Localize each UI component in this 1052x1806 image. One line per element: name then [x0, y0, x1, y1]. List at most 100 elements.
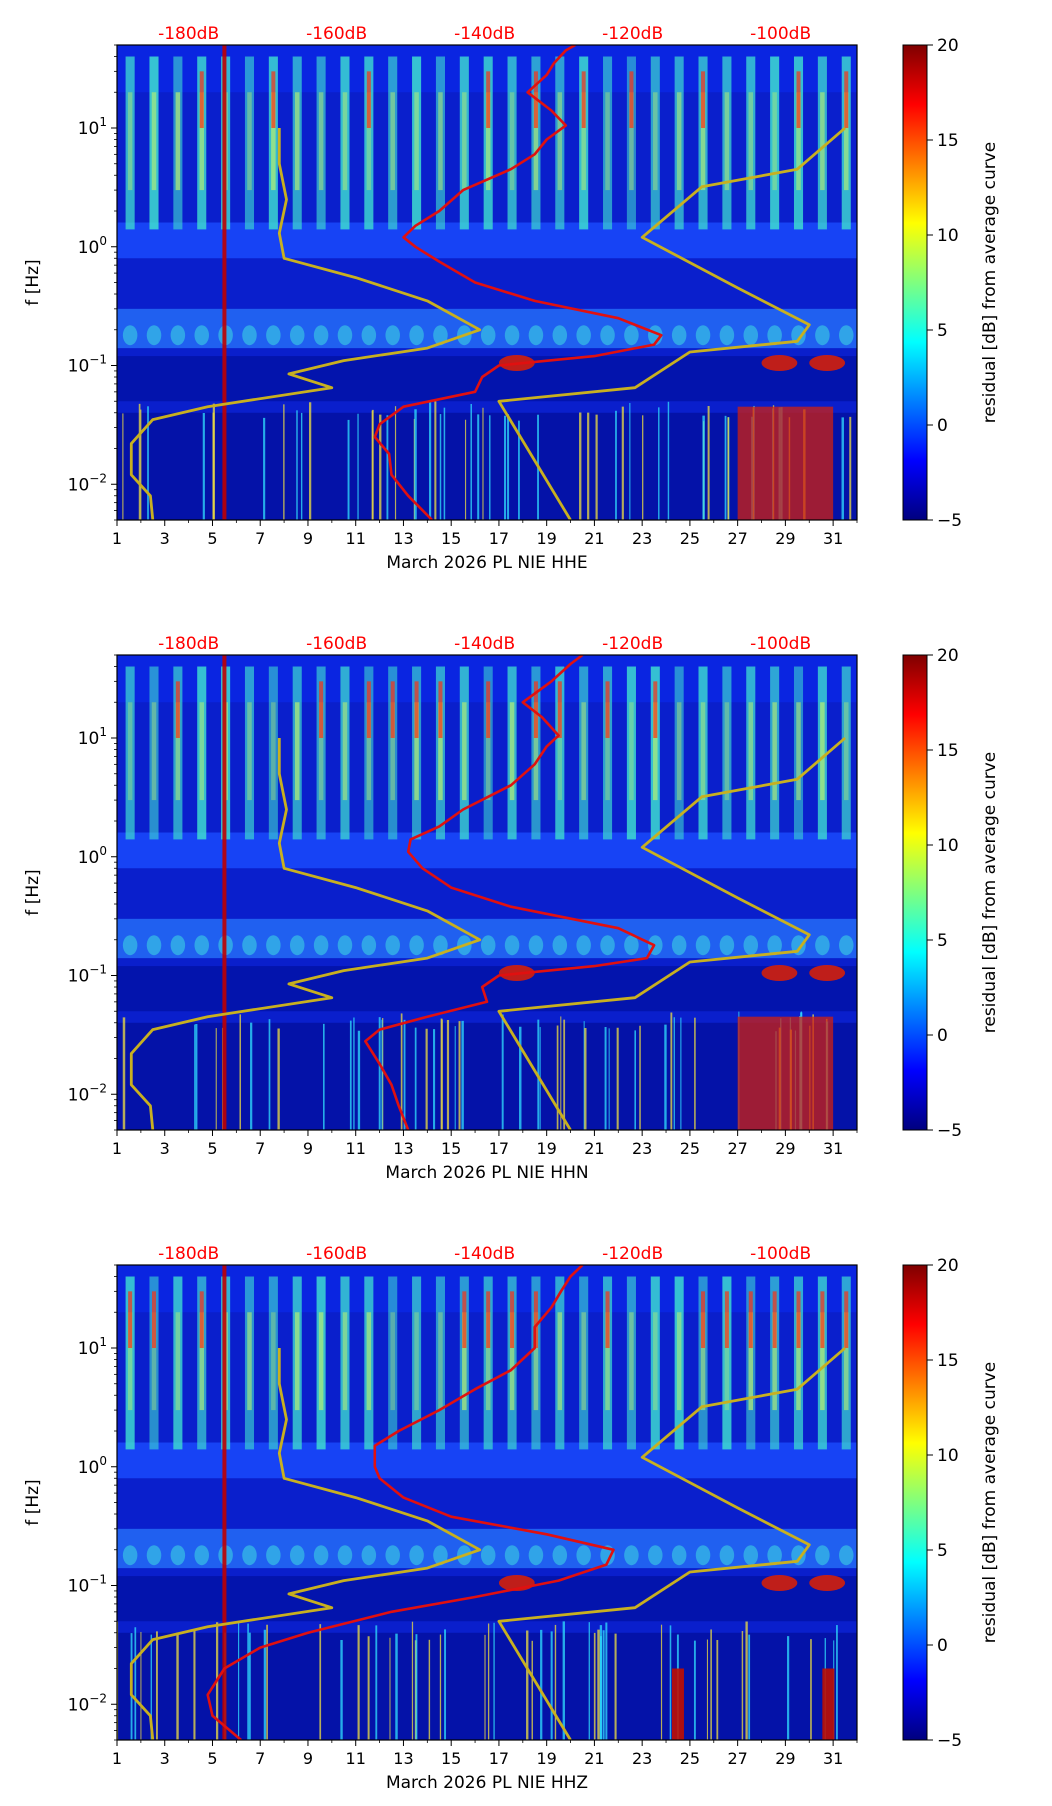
db-scale-label: -180dB [158, 634, 219, 654]
db-scale-label: -140dB [454, 1244, 515, 1264]
day-stripe [698, 666, 708, 840]
microseism-blob [695, 325, 711, 346]
day-stripe-core [796, 92, 801, 191]
x-tick-label: 9 [303, 1139, 313, 1158]
y-tick-base: 10 [78, 729, 100, 749]
day-stripe-peak [366, 71, 371, 129]
hot-patch [761, 354, 798, 371]
day-stripe [579, 1276, 589, 1450]
y-tick-label: 10−2 [68, 1081, 107, 1105]
x-tick-label: 25 [680, 1139, 700, 1158]
day-stripe-core [557, 92, 563, 191]
day-stripe-core [605, 92, 610, 191]
day-stripe [746, 56, 756, 230]
y-tick-exponent: −2 [89, 471, 107, 485]
day-stripe-core [772, 92, 777, 191]
microseism-blob [337, 935, 353, 956]
day-stripe [173, 1276, 183, 1450]
day-stripe-core [127, 92, 133, 191]
day-stripe [125, 56, 135, 230]
microseism-blob [433, 325, 448, 346]
x-tick-label: 5 [207, 1749, 217, 1768]
day-stripe-core [629, 92, 634, 191]
day-stripe-peak [533, 681, 538, 739]
spectrogram-band [117, 356, 857, 402]
day-stripe [388, 1276, 398, 1450]
y-tick-label: 10−1 [68, 1573, 107, 1597]
x-tick-label: 13 [393, 529, 413, 548]
microseism-blob [289, 935, 305, 956]
day-stripe-peak [796, 1291, 801, 1349]
x-tick-label: 7 [255, 529, 265, 548]
day-stripe-core [151, 702, 157, 801]
microseism-blob [624, 1545, 639, 1566]
x-tick-label: 11 [346, 1139, 366, 1158]
day-stripe-peak [605, 1291, 610, 1349]
x-tick-label: 1 [112, 529, 122, 548]
day-stripe-core [700, 1312, 706, 1411]
microseism-blob [815, 1545, 830, 1566]
day-stripe-core [605, 1312, 610, 1411]
y-tick-label: 100 [78, 1454, 107, 1478]
day-stripe [674, 666, 684, 840]
day-stripe [244, 56, 255, 230]
x-tick-label: 31 [823, 1139, 843, 1158]
db-scale-label: -100dB [750, 634, 811, 654]
microseism-blob [576, 325, 591, 346]
microseism-blob [719, 1545, 735, 1566]
spectrogram-band [117, 412, 857, 520]
microseism-blob [194, 325, 209, 346]
day-stripe-core [724, 702, 730, 801]
day-stripe-peak [271, 71, 276, 129]
day-stripe [125, 1276, 135, 1450]
y-tick-base: 10 [78, 1339, 100, 1359]
colorbar-tick-label: 5 [937, 931, 948, 951]
db-scale-label: -120dB [602, 1244, 663, 1264]
low-frequency-hot-region [822, 1668, 835, 1740]
day-stripe-peak [319, 681, 324, 739]
db-scale-label: -160dB [306, 24, 367, 44]
microseism-blob [266, 325, 281, 346]
microseism-blob [146, 325, 162, 346]
day-stripe-core [462, 702, 467, 801]
day-stripe-core [390, 702, 395, 801]
day-stripe-core [533, 92, 539, 191]
x-tick-label: 21 [584, 529, 604, 548]
day-stripe-core [390, 92, 395, 191]
x-tick-label: 25 [680, 529, 700, 548]
day-stripe-peak [533, 1291, 538, 1349]
colorbar-tick-label: 0 [937, 1636, 948, 1656]
x-tick-label: 21 [584, 1749, 604, 1768]
microseism-blob [719, 935, 735, 956]
colorbar-tick-label: −5 [937, 511, 962, 531]
day-stripe-core [629, 702, 634, 801]
day-stripe-core [653, 92, 658, 191]
day-stripe-peak [175, 681, 180, 739]
day-stripe-core [509, 702, 515, 801]
x-tick-label: 7 [255, 1139, 265, 1158]
x-tick-label: 11 [346, 1749, 366, 1768]
colorbar [902, 44, 928, 521]
day-stripe-peak [199, 1291, 204, 1349]
day-stripe [316, 56, 326, 230]
low-frequency-hot-region [671, 1668, 684, 1740]
day-stripe-core [676, 92, 682, 191]
day-stripe [722, 1276, 732, 1450]
day-stripe [770, 56, 780, 230]
nlnm-curve [129, 128, 482, 520]
y-axis-label: f [Hz] [23, 1479, 43, 1525]
day-stripe-peak [438, 681, 443, 739]
spectrogram [117, 655, 857, 1130]
day-stripe-core [485, 702, 491, 801]
day-stripe-core [557, 702, 563, 801]
colorbar-tick-label: 5 [937, 1541, 948, 1561]
microseism-blob [743, 1545, 759, 1566]
day-stripe-peak [629, 71, 634, 129]
db-scale-label: -140dB [454, 634, 515, 654]
colorbar-tick-label: −5 [937, 1121, 962, 1141]
day-stripe [149, 1276, 159, 1450]
microseism-blob [815, 325, 830, 346]
day-stripe-core [748, 1312, 754, 1411]
x-tick-label: 1 [112, 1749, 122, 1768]
day-stripe-core [294, 702, 300, 801]
